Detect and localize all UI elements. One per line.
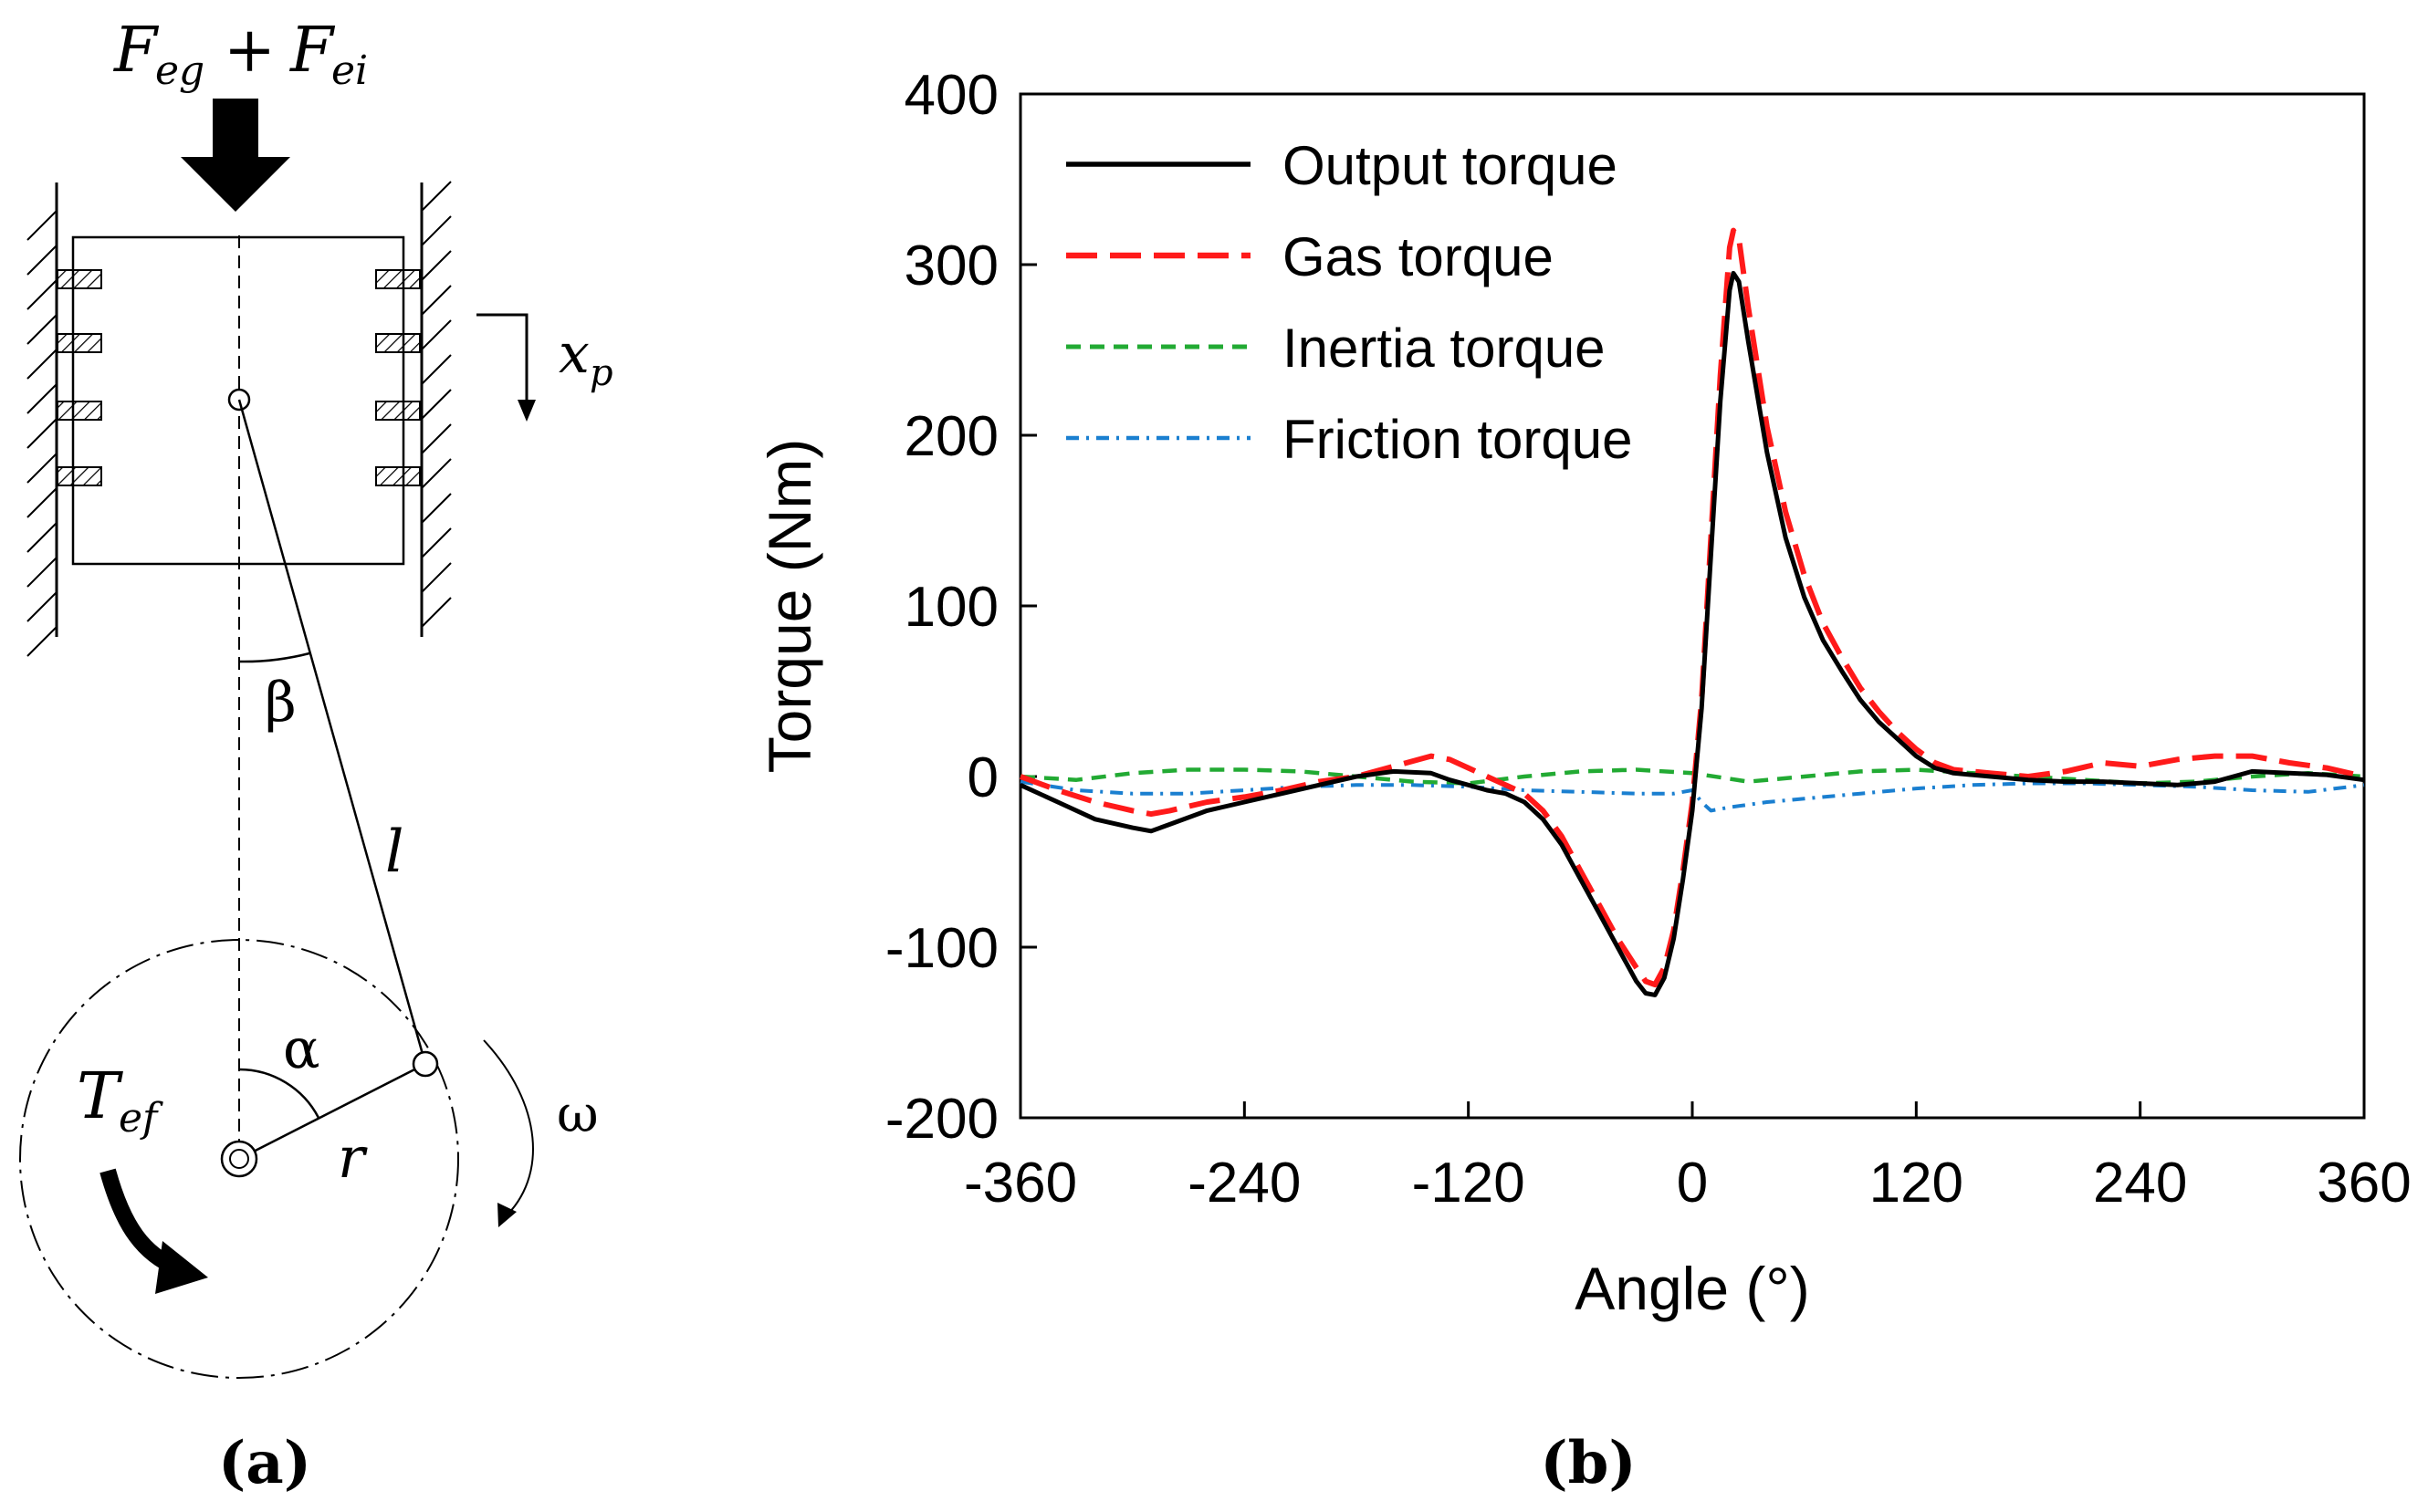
mechanism-diagram: F eg + F ei xyxy=(19,15,613,1497)
crank-arm xyxy=(238,1062,426,1161)
force-label: F eg + F ei xyxy=(112,15,368,94)
x-tick-label: -120 xyxy=(1412,1152,1525,1215)
y-axis-label: Torque (Nm) xyxy=(756,439,823,774)
omega-arrow-icon xyxy=(483,1039,534,1227)
x-tick-label: -360 xyxy=(964,1152,1077,1215)
force-symbol-1: F xyxy=(112,15,160,87)
xp-symbol: x xyxy=(559,322,590,386)
connecting-rod xyxy=(237,399,427,1065)
force-subscript-2: ei xyxy=(331,47,368,94)
xp-subscript: p xyxy=(590,352,613,394)
alpha-arc xyxy=(238,1068,320,1119)
legend-label: Gas torque xyxy=(1282,226,1554,287)
beta-symbol: β xyxy=(265,671,297,735)
y-tick-label: -100 xyxy=(885,917,999,980)
panel-label-b: (b) xyxy=(1540,1429,1636,1497)
series-layer xyxy=(1019,227,2365,997)
y-tick-label: 100 xyxy=(905,576,999,639)
x-tick-label: -240 xyxy=(1188,1152,1301,1215)
y-tick-label: 400 xyxy=(905,64,999,127)
legend: Output torque Gas torque Inertia torque Fri… xyxy=(1066,135,1633,470)
y-tick-label: 300 xyxy=(905,235,999,297)
y-tick-label: -200 xyxy=(885,1088,999,1151)
alpha-symbol: α xyxy=(283,1017,320,1081)
plot-frame xyxy=(1019,92,2366,1120)
wall-hatch-right xyxy=(421,181,452,628)
force-symbol-2: F xyxy=(288,15,336,87)
legend-label: Friction torque xyxy=(1282,409,1633,470)
torque-symbol: T xyxy=(77,1058,123,1133)
series-line-gas-torque xyxy=(1019,227,2365,988)
force-plus-sign: + xyxy=(224,15,276,87)
piston-rings xyxy=(57,269,421,486)
panel-label-a: (a) xyxy=(218,1429,311,1497)
x-tick-label: 0 xyxy=(1677,1152,1708,1215)
x-tick-label: 360 xyxy=(2317,1152,2411,1215)
force-subscript-1: eg xyxy=(155,47,204,94)
y-tick-label: 0 xyxy=(968,746,999,809)
xp-arrow-icon xyxy=(476,313,536,422)
crank-circle xyxy=(19,939,459,1379)
wall-hatch-left xyxy=(26,210,58,657)
x-tick-label: 240 xyxy=(2093,1152,2187,1215)
x-axis-label: Angle (°) xyxy=(1575,1255,1810,1322)
force-arrow-icon xyxy=(181,99,290,212)
rod-length-symbol: l xyxy=(385,819,403,886)
torque-arrow-icon xyxy=(99,1168,208,1294)
crank-pin xyxy=(412,1050,439,1078)
legend-label: Inertia torque xyxy=(1282,318,1606,379)
torque-subscript: ef xyxy=(119,1095,163,1142)
x-tick-label: 120 xyxy=(1869,1152,1963,1215)
series-line-output-torque xyxy=(1019,270,2365,997)
beta-arc xyxy=(238,652,310,663)
y-tick-label: 200 xyxy=(905,405,999,468)
legend-label: Output torque xyxy=(1282,135,1617,196)
axis-ticks: -360 -240 -120 0 120 240 360 -200 -100 0 100 200 300… xyxy=(885,64,2412,1215)
omega-symbol: ω xyxy=(557,1085,599,1144)
crank-radius-symbol: r xyxy=(338,1124,368,1191)
torque-chart: -360 -240 -120 0 120 240 360 -200 -100 0 100 200 300… xyxy=(756,64,2412,1497)
